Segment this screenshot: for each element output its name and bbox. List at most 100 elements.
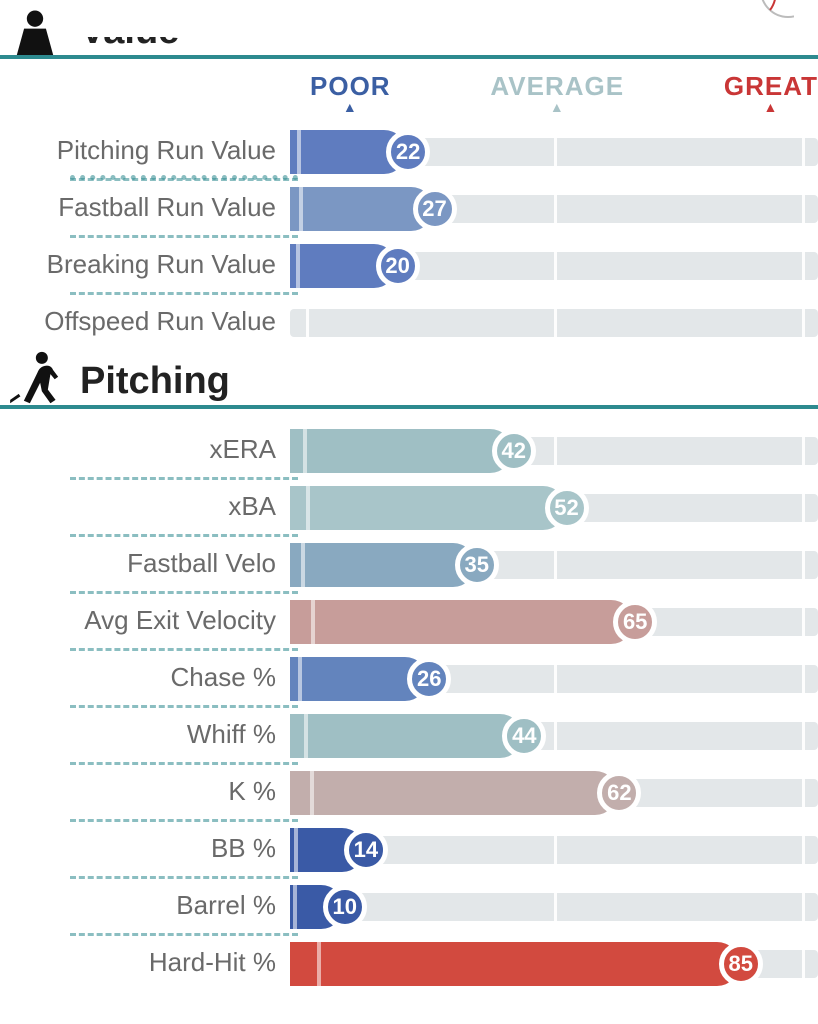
track-tick [802,779,805,807]
fill-tick [296,244,300,288]
row-separator [70,235,298,238]
track-tick [554,722,557,750]
percentile-badge: 27 [413,187,457,231]
fill-tick [303,429,307,473]
bar-zone: 42 [290,429,818,473]
track-tick [554,195,557,223]
metric-row: Offspeed Run Value [0,293,818,350]
rows-pitching: xERA42xBA52Fastball Velo35Avg Exit Veloc… [0,421,818,991]
metric-label: Hard-Hit % [0,947,290,978]
metric-row: Hard-Hit %85 [0,934,818,991]
fill-tick [301,543,305,587]
percentile-badge: 42 [492,429,536,473]
rows-value: Pitching Run Value22Fastball Run Value27… [0,122,818,350]
metric-label: Chase % [0,662,290,693]
bar-fill: 14 [290,828,364,872]
section-header-value: Value [0,0,818,59]
track-tick [802,836,805,864]
fill-tick [297,130,301,174]
legend-poor-label: POOR [310,71,391,102]
track-tick [802,437,805,465]
legend-great: GREAT▲ [724,71,818,112]
bar-zone: 85 [290,942,818,986]
row-separator [70,477,298,480]
metric-label: xERA [0,434,290,465]
metric-label: Fastball Velo [0,548,290,579]
fill-tick [293,885,297,929]
fill-tick [294,828,298,872]
metric-label: Fastball Run Value [0,192,290,223]
bar-zone: 14 [290,828,818,872]
metric-row: xBA52 [0,478,818,535]
track-tick [802,608,805,636]
bar-fill: 62 [290,771,617,815]
metric-row: K %62 [0,763,818,820]
track-tick [802,893,805,921]
section-title-pitching: Pitching [70,360,230,405]
metric-label: BB % [0,833,290,864]
metric-row: xERA 42 [0,421,818,478]
fill-tick [304,714,308,758]
bar-fill: 22 [290,130,406,174]
bar-fill: 65 [290,600,633,644]
row-separator [70,705,298,708]
metric-label: Offspeed Run Value [0,306,290,337]
fill-tick [317,942,321,986]
track-tick [802,722,805,750]
section-title-value: Value [70,10,179,55]
track-tick [802,950,805,978]
track-tick [802,551,805,579]
metric-row: Chase %26 [0,649,818,706]
legend-average-label: AVERAGE [490,71,624,102]
row-separator [70,819,298,822]
bar-zone [290,301,818,345]
percentile-badge: 44 [502,714,546,758]
track-tick [554,893,557,921]
bar-zone: 10 [290,885,818,929]
bar-zone: 44 [290,714,818,758]
track-tick [802,494,805,522]
percentile-badge: 22 [386,130,430,174]
metric-row: Breaking Run Value20 [0,236,818,293]
percentile-badge: 10 [323,885,367,929]
bar-track [290,309,818,337]
section-header-pitching: Pitching [0,350,818,409]
fill-tick [306,486,310,530]
track-tick [554,309,557,337]
baseball-icon [758,0,818,20]
bar-fill: 27 [290,187,433,231]
batter-icon [0,0,70,55]
pitcher-icon [0,350,70,405]
track-tick [554,437,557,465]
percentile-chart: ValuePOOR▲AVERAGE▲GREAT▲Pitching Run Val… [0,0,818,991]
bar-fill: 52 [290,486,565,530]
metric-label: K % [0,776,290,807]
metric-label: Avg Exit Velocity [0,605,290,636]
row-separator [70,762,298,765]
metric-row: Fastball Velo35 [0,535,818,592]
track-tick [554,836,557,864]
row-separator [70,534,298,537]
track-tick [802,252,805,280]
bar-zone: 20 [290,244,818,288]
legend-great-label: GREAT [724,71,818,102]
percentile-badge: 52 [545,486,589,530]
bar-fill: 10 [290,885,343,929]
track-tick [554,665,557,693]
metric-label: Whiff % [0,719,290,750]
fill-tick [298,657,302,701]
bar-zone: 27 [290,187,818,231]
fill-tick [311,600,315,644]
row-separator [70,178,298,181]
bar-zone: 65 [290,600,818,644]
triangle-up-icon: ▲ [550,102,565,112]
metric-label: Barrel % [0,890,290,921]
percentile-badge: 65 [613,600,657,644]
bar-fill: 44 [290,714,522,758]
triangle-up-icon: ▲ [764,102,779,112]
metric-row: Barrel %10 [0,877,818,934]
row-separator [70,591,298,594]
row-separator [70,648,298,651]
bar-fill: 35 [290,543,475,587]
bar-track [290,893,818,921]
